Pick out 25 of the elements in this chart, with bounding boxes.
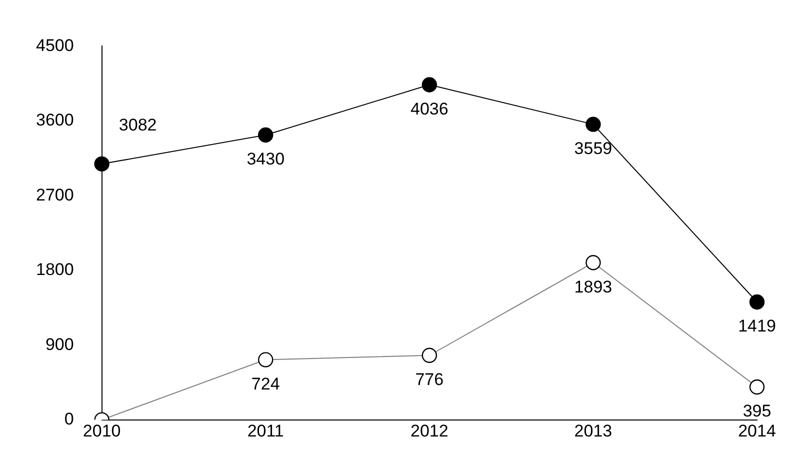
data-label: 3082 <box>118 116 157 135</box>
point <box>94 156 110 172</box>
y-tick-label: 1800 <box>36 260 74 280</box>
data-label: 724 <box>251 374 280 394</box>
y-tick-label: 4500 <box>36 36 74 55</box>
point <box>749 294 765 310</box>
y-tick-label: 3600 <box>36 110 74 130</box>
x-tick-label: 2010 <box>82 422 121 441</box>
y-tick-label: 900 <box>45 334 74 354</box>
x-tick-label: 2011 <box>247 422 284 441</box>
data-label: 3559 <box>574 139 612 158</box>
x-tick-label: 2012 <box>410 422 448 441</box>
y-tick-label: 0 <box>64 409 74 428</box>
data-label: 4036 <box>410 99 448 118</box>
data-label: 1893 <box>574 277 612 296</box>
y-tick-label: 2700 <box>36 185 74 204</box>
data-label: 776 <box>415 370 444 390</box>
point <box>258 127 274 143</box>
x-tick-label: 2013 <box>574 422 612 441</box>
data-label: 395 <box>742 402 772 421</box>
x-tick-label: 2014 <box>738 422 776 441</box>
data-label: 1419 <box>738 316 776 336</box>
point <box>586 116 601 132</box>
data-label: 3430 <box>246 150 285 169</box>
point <box>422 77 438 92</box>
